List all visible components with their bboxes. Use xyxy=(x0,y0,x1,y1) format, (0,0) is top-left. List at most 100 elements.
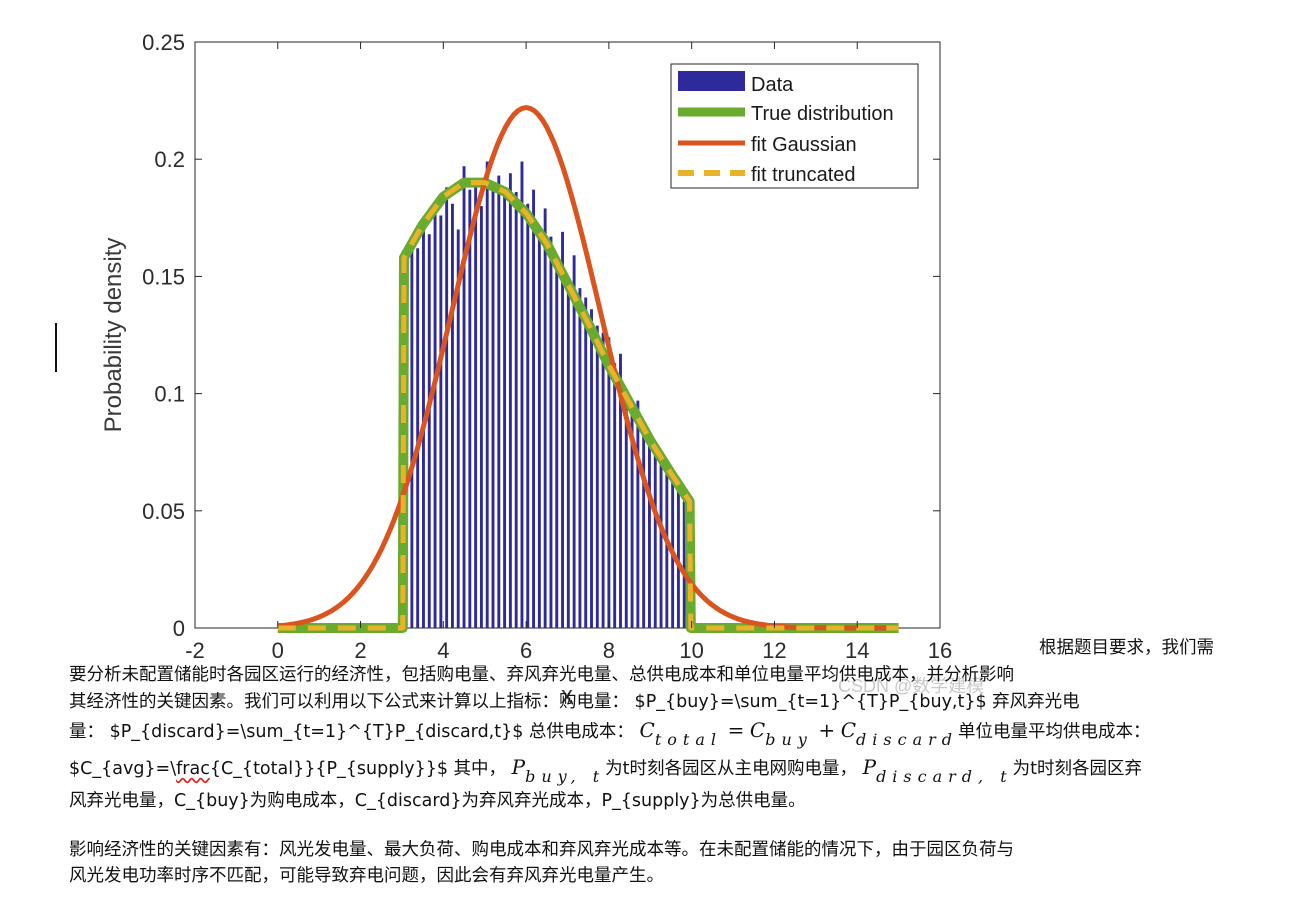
text-line-5-frac: frac xyxy=(176,759,210,779)
text-line-1: 根据题目要求，我们需 xyxy=(1039,638,1214,658)
text-line-4-part-a: 量： $P_{discard}=\sum_{t=1}^{T}P_{discard… xyxy=(69,722,634,742)
histogram-bar xyxy=(468,189,472,629)
text-line-3: 其经济性的关键因素。我们可以利用以下公式来计算以上指标：购电量： $P_{buy… xyxy=(69,692,1080,712)
legend-label-data: Data xyxy=(751,74,794,96)
fit-gaussian-line xyxy=(277,105,899,631)
x-tick-label: 4 xyxy=(437,638,449,663)
histogram-bar xyxy=(503,189,507,629)
text-cursor xyxy=(55,323,57,372)
x-axis-label: x xyxy=(561,682,573,709)
histogram-bar xyxy=(479,206,483,628)
histogram-bar xyxy=(520,161,524,629)
y-tick-label: 0.25 xyxy=(142,30,185,55)
watermark-text: CSDN @数学建模 xyxy=(838,676,984,696)
x-tick-label: 0 xyxy=(272,638,284,663)
text-line-6: 风弃光电量，C_{buy}为购电成本，C_{discard}为弃风弃光成本，P_… xyxy=(69,791,806,811)
histogram-bar xyxy=(601,332,605,628)
histogram-bar xyxy=(416,248,420,628)
text-line-5: $C_{avg}=\frac{C_{total}}{P_{supply}}$ 其… xyxy=(69,754,1142,786)
formula-p-discard-subscript: discard, t xyxy=(876,767,1013,786)
x-tick-label: 10 xyxy=(679,638,703,663)
histogram-bar xyxy=(566,281,570,628)
x-tick-label: 14 xyxy=(845,638,869,663)
x-tick-label: 6 xyxy=(520,638,532,663)
histogram-bar xyxy=(450,203,454,629)
y-tick-label: 0.1 xyxy=(154,382,185,407)
histogram-bar xyxy=(659,459,663,628)
histogram-bar xyxy=(491,184,495,629)
histogram-bar xyxy=(590,309,593,628)
legend: Data True distribution fit Gaussian fit … xyxy=(670,63,919,189)
y-axis-label: Probability density xyxy=(100,238,127,433)
histogram-bar xyxy=(648,438,651,628)
histogram-bar xyxy=(676,485,680,628)
x-tick-label: 16 xyxy=(928,638,952,663)
fit-truncated-line xyxy=(277,180,899,631)
formula-plus: + xyxy=(818,718,836,742)
histogram-bar xyxy=(561,231,564,629)
histogram-bar xyxy=(514,192,518,628)
formula-equals: = xyxy=(727,718,745,742)
histogram-bar xyxy=(653,445,657,628)
histogram-bar xyxy=(474,177,478,628)
text-line-5-part-b: {C_{total}}{P_{supply}}$ 其中， xyxy=(209,759,507,779)
y-tick-labels: 0 0.05 0.1 0.15 0.2 0.25 xyxy=(142,30,185,641)
histogram-bar xyxy=(532,189,536,629)
histogram-bar xyxy=(462,166,466,629)
text-line-4: 量： $P_{discard}=\sum_{t=1}^{T}P_{discard… xyxy=(69,717,1151,749)
histogram-bar xyxy=(456,229,460,628)
histogram-bar xyxy=(613,363,617,628)
text-line-5-part-a: $C_{avg}=\ xyxy=(69,759,177,779)
text-line-4-part-b: 单位电量平均供电成本： xyxy=(958,722,1151,742)
histogram-bar xyxy=(642,426,646,628)
x-tick-label: 12 xyxy=(762,638,786,663)
histogram-bar xyxy=(433,210,437,628)
formula-p-discard: P xyxy=(862,755,877,779)
histogram-bar xyxy=(537,229,541,628)
y-tick-label: 0.05 xyxy=(142,499,185,524)
formula-c-total: C xyxy=(639,718,655,742)
legend-swatch-data xyxy=(678,71,745,91)
formula-p-buy-subscript: buy, t xyxy=(525,767,606,786)
paragraph-2-line-2: 风光发电功率时序不匹配，可能导致弃电问题，因此会有弃风弃光电量产生。 xyxy=(69,866,664,886)
histogram-bar xyxy=(630,400,634,628)
y-tick-label: 0.2 xyxy=(154,147,185,172)
y-tick-label: 0 xyxy=(173,616,185,641)
formula-discard-subscript: discard xyxy=(856,730,959,749)
histogram-bar xyxy=(526,203,530,629)
histogram-bar xyxy=(410,238,414,628)
histogram-bar xyxy=(624,391,628,628)
axis-ticks xyxy=(194,41,941,629)
x-tick-labels: -2 0 2 4 6 8 10 12 14 16 xyxy=(185,638,952,663)
text-line-5-part-c: 为t时刻各园区从主电网购电量， xyxy=(605,759,858,779)
histogram-bar xyxy=(508,173,512,628)
histogram-bar xyxy=(445,187,449,628)
x-tick-label: 8 xyxy=(603,638,615,663)
formula-total-subscript: total xyxy=(654,730,722,749)
formula-p-buy: P xyxy=(511,755,526,779)
histogram-bar xyxy=(595,325,599,628)
histogram-bar xyxy=(485,161,489,629)
formula-c-discard: C xyxy=(840,718,857,742)
text-line-2: 要分析未配置储能时各园区运行的经济性，包括购电量、弃风弃光电量、总供电成本和单位… xyxy=(69,665,1014,685)
y-tick-label: 0.15 xyxy=(142,264,185,289)
histogram-bar xyxy=(584,297,588,628)
histogram-bar xyxy=(607,337,611,628)
legend-label-fit-truncated: fit truncated xyxy=(751,164,856,186)
histogram-bar xyxy=(497,175,501,629)
histogram-bar xyxy=(549,236,553,629)
formula-buy-subscript: buy xyxy=(765,730,813,749)
histogram-bar xyxy=(619,353,622,628)
histogram-bar xyxy=(578,288,582,628)
histogram-bar xyxy=(572,255,576,629)
formula-c-buy: C xyxy=(749,718,766,742)
histogram-bar xyxy=(439,215,443,628)
legend-label-fit-gaussian: fit Gaussian xyxy=(751,134,857,156)
x-tick-label: -2 xyxy=(185,638,205,663)
distribution-lines xyxy=(277,105,899,633)
histogram-bar xyxy=(427,234,431,628)
legend-label-true-distribution: True distribution xyxy=(751,103,894,125)
histogram-bar xyxy=(636,400,640,628)
histogram-bar xyxy=(555,259,559,628)
